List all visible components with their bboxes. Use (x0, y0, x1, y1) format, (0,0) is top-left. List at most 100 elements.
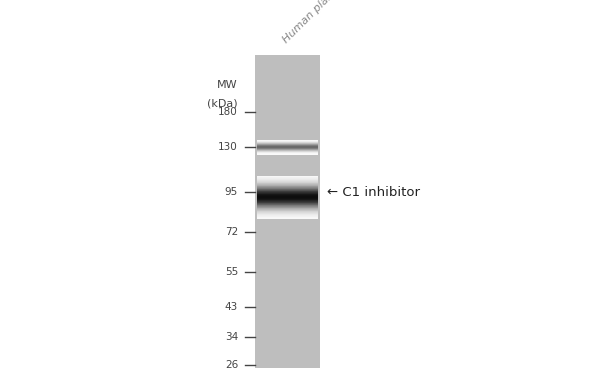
Bar (257, 148, 318, 149)
Text: 180: 180 (218, 107, 238, 117)
Bar (257, 150, 318, 151)
Bar (257, 149, 318, 150)
Bar (257, 217, 318, 218)
Bar (257, 151, 318, 152)
Bar (257, 142, 318, 143)
Bar (257, 188, 318, 189)
Bar (257, 182, 318, 183)
Bar (257, 215, 318, 216)
Bar (257, 217, 318, 218)
Bar (257, 182, 318, 183)
Bar (257, 212, 318, 213)
Bar (257, 214, 318, 215)
Bar (257, 183, 318, 184)
Bar (257, 151, 318, 152)
Bar (257, 178, 318, 179)
Bar (257, 150, 318, 151)
Bar (257, 191, 318, 192)
Text: Human plasma: Human plasma (280, 0, 347, 45)
Bar (257, 202, 318, 203)
Text: 43: 43 (225, 302, 238, 312)
Bar (257, 187, 318, 188)
Bar (257, 194, 318, 196)
Bar (257, 189, 318, 190)
Bar (257, 192, 318, 193)
Bar (257, 144, 318, 145)
Text: 34: 34 (225, 332, 238, 342)
Bar (257, 184, 318, 185)
Bar (257, 178, 318, 179)
Bar (257, 185, 318, 186)
Text: 95: 95 (225, 187, 238, 197)
Bar (257, 148, 318, 149)
Bar (257, 201, 318, 202)
Bar (257, 207, 318, 208)
Bar (257, 149, 318, 150)
Bar (257, 208, 318, 210)
Bar (257, 149, 318, 150)
Bar (257, 216, 318, 217)
Bar (257, 185, 318, 187)
Bar (257, 210, 318, 211)
Bar (257, 180, 318, 181)
Bar (257, 193, 318, 194)
Bar (257, 143, 318, 144)
Bar (257, 188, 318, 189)
Bar (257, 177, 318, 178)
Bar (257, 190, 318, 191)
Bar (257, 143, 318, 144)
Bar (257, 211, 318, 212)
Bar (257, 179, 318, 180)
Bar (257, 213, 318, 214)
Bar (257, 180, 318, 181)
Bar (257, 216, 318, 217)
Bar (257, 187, 318, 188)
Bar (257, 146, 318, 147)
Bar (257, 192, 318, 193)
Bar (257, 199, 318, 200)
Bar (257, 147, 318, 148)
Bar (257, 200, 318, 201)
Bar (257, 207, 318, 208)
Bar (257, 176, 318, 177)
Text: (kDa): (kDa) (208, 98, 238, 108)
Bar (257, 198, 318, 199)
Bar (257, 195, 318, 196)
Bar (257, 200, 318, 201)
Bar (257, 213, 318, 214)
Bar (257, 195, 318, 196)
Text: 130: 130 (218, 142, 238, 152)
Bar (257, 152, 318, 153)
Bar (257, 202, 318, 203)
Bar (257, 203, 318, 204)
Bar (257, 184, 318, 185)
Bar (257, 145, 318, 146)
Bar (257, 204, 318, 205)
Bar (257, 147, 318, 148)
Bar (257, 141, 318, 142)
Bar (257, 145, 318, 146)
Bar (257, 197, 318, 198)
Bar (257, 191, 318, 192)
Bar (257, 206, 318, 207)
Text: 72: 72 (225, 227, 238, 237)
Bar (257, 203, 318, 204)
Bar (257, 153, 318, 154)
Bar (257, 179, 318, 180)
Bar (257, 141, 318, 142)
Bar (257, 196, 318, 197)
Bar (257, 211, 318, 212)
Bar (257, 140, 318, 141)
Bar (257, 197, 318, 198)
Bar (257, 142, 318, 143)
Bar (257, 142, 318, 143)
Bar (257, 190, 318, 191)
Text: MW: MW (217, 80, 238, 90)
Bar (257, 151, 318, 152)
Bar (257, 153, 318, 154)
Bar (257, 198, 318, 199)
Bar (257, 206, 318, 207)
Text: 55: 55 (225, 267, 238, 277)
Bar (257, 181, 318, 182)
Bar (257, 181, 318, 182)
